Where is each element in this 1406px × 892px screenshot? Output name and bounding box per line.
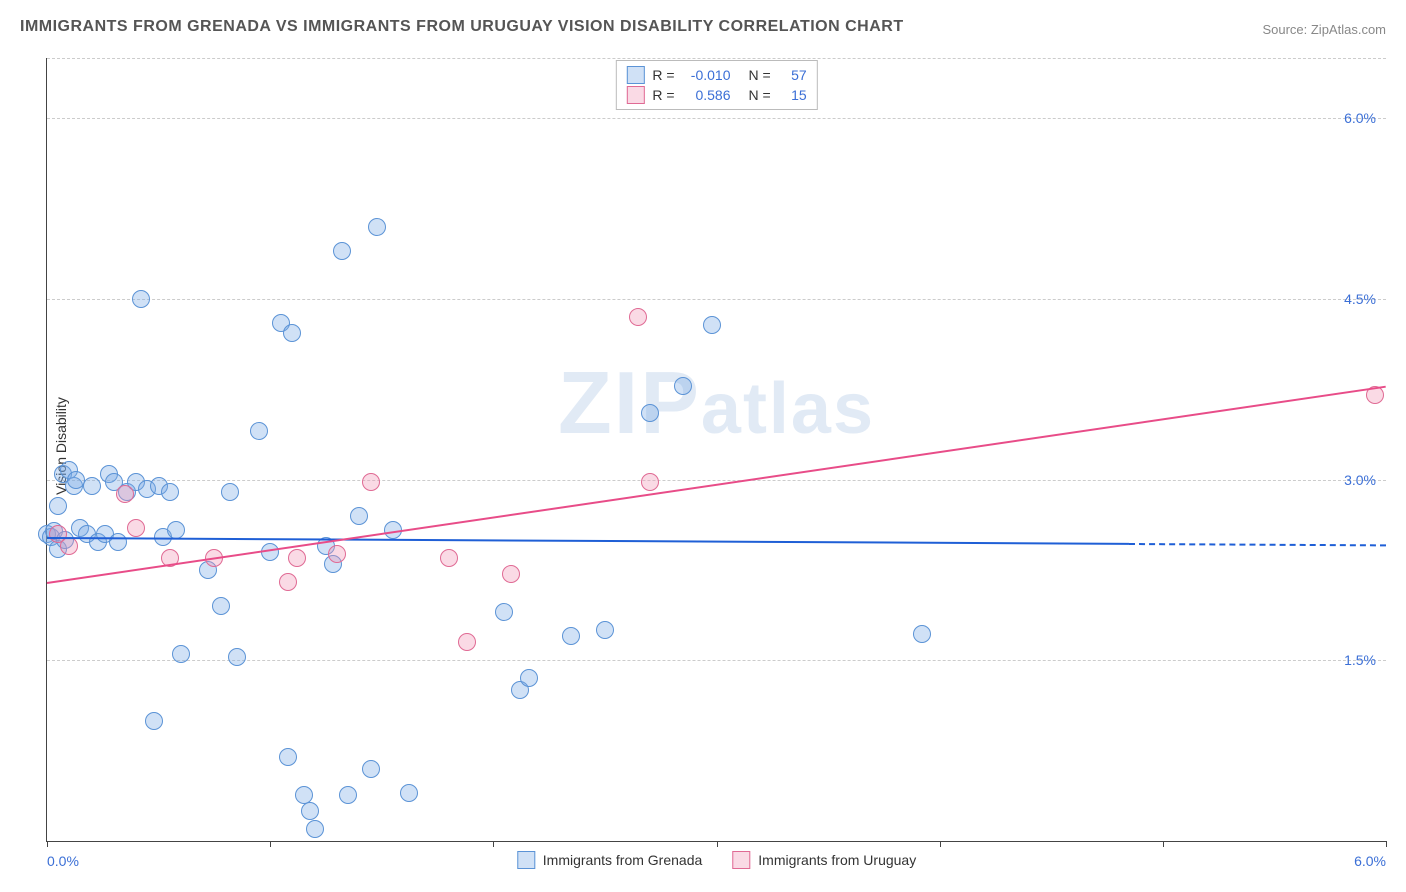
data-point [161,483,179,501]
x-tick [47,841,48,847]
series-name: Immigrants from Grenada [543,852,703,868]
source-attribution: Source: ZipAtlas.com [1262,22,1386,37]
data-point [520,669,538,687]
x-axis-min-label: 0.0% [47,853,79,869]
gridline [47,480,1386,481]
plot-area: ZIPatlas R =-0.010N =57R =0.586N =15 Imm… [46,58,1386,842]
chart-title: IMMIGRANTS FROM GRENADA VS IMMIGRANTS FR… [20,18,904,36]
data-point [333,242,351,260]
series-legend-item: Immigrants from Uruguay [732,851,916,869]
y-tick-label: 3.0% [1344,472,1376,488]
series-name: Immigrants from Uruguay [758,852,916,868]
data-point [596,621,614,639]
data-point [212,597,230,615]
stats-legend-row: R = 0.586 N = 15 [626,85,806,105]
data-point [629,308,647,326]
data-point [279,573,297,591]
data-point [60,537,78,555]
data-point [362,473,380,491]
data-point [283,324,301,342]
data-point [145,712,163,730]
legend-swatch [626,86,644,104]
data-point [127,519,145,537]
data-point [400,784,418,802]
data-point [339,786,357,804]
trend-line [47,386,1386,584]
data-point [362,760,380,778]
gridline [47,58,1386,59]
x-tick [270,841,271,847]
legend-swatch [626,66,644,84]
data-point [350,507,368,525]
data-point [674,377,692,395]
data-point [703,316,721,334]
data-point [279,748,297,766]
data-point [288,549,306,567]
stat-label: N = [749,85,771,105]
x-tick [1163,841,1164,847]
x-axis-max-label: 6.0% [1354,853,1386,869]
stat-value-r: 0.586 [683,85,731,105]
stats-legend: R = -0.010 N = 57 R = 0.586 N = 15 [615,60,817,110]
data-point [250,422,268,440]
trend-line [47,537,1129,545]
data-point [368,218,386,236]
data-point [502,565,520,583]
data-point [495,603,513,621]
data-point [913,625,931,643]
data-point [83,477,101,495]
data-point [49,497,67,515]
gridline [47,118,1386,119]
data-point [641,404,659,422]
y-tick-label: 4.5% [1344,291,1376,307]
x-tick [1386,841,1387,847]
x-tick [717,841,718,847]
gridline [47,660,1386,661]
stat-label: R = [652,65,674,85]
y-tick-label: 1.5% [1344,652,1376,668]
series-legend: Immigrants from Grenada Immigrants from U… [517,851,916,869]
watermark: ZIPatlas [558,352,875,454]
x-tick [493,841,494,847]
data-point [306,820,324,838]
stat-value-r: -0.010 [683,65,731,85]
x-tick [940,841,941,847]
data-point [132,290,150,308]
y-tick-label: 6.0% [1344,110,1376,126]
legend-swatch [517,851,535,869]
legend-swatch [732,851,750,869]
stat-value-n: 15 [779,85,807,105]
data-point [116,485,134,503]
data-point [109,533,127,551]
stat-label: N = [749,65,771,85]
data-point [562,627,580,645]
data-point [221,483,239,501]
data-point [440,549,458,567]
stat-label: R = [652,85,674,105]
data-point [167,521,185,539]
data-point [328,545,346,563]
gridline [47,299,1386,300]
data-point [458,633,476,651]
stats-legend-row: R = -0.010 N = 57 [626,65,806,85]
data-point [301,802,319,820]
series-legend-item: Immigrants from Grenada [517,851,703,869]
data-point [641,473,659,491]
data-point [172,645,190,663]
trend-line [1129,543,1386,546]
data-point [228,648,246,666]
stat-value-n: 57 [779,65,807,85]
